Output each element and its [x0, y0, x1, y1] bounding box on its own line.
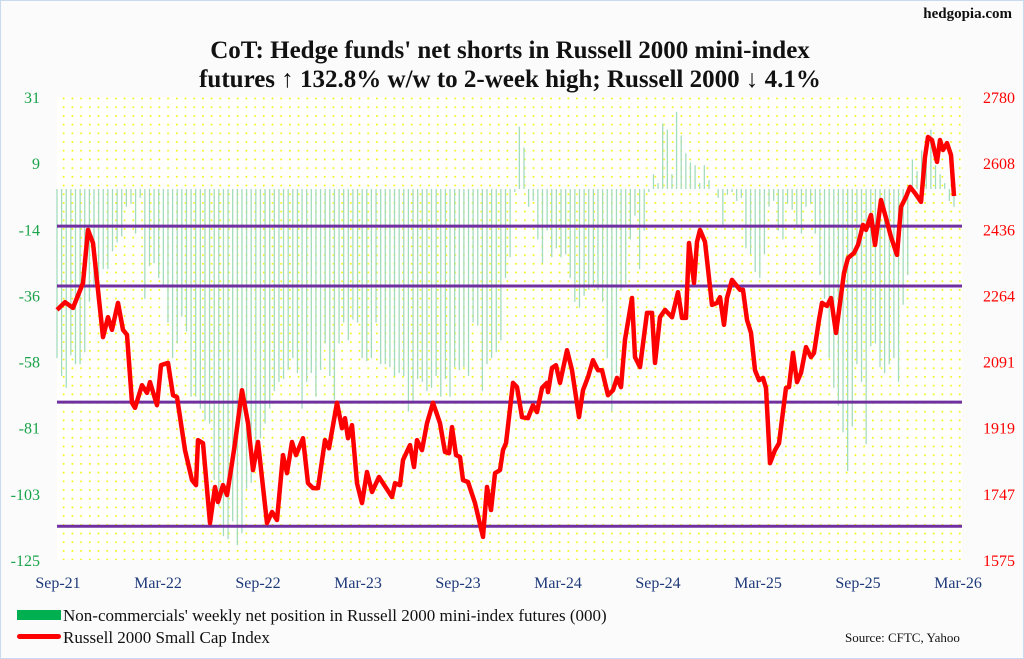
plot-dot-grid [57, 97, 962, 560]
x-axis: Sep-21 Mar-22 Sep-22 Mar-23 Sep-23 Mar-24 Sep-… [35, 575, 982, 592]
legend-label-net-position: Non-commercials' weekly net position in … [63, 606, 607, 625]
right-axis-tick: 1747 [983, 487, 1015, 504]
x-axis-tick: Mar-22 [134, 575, 182, 592]
x-axis-tick: Mar-23 [334, 575, 382, 592]
right-axis-tick: 2091 [983, 355, 1015, 372]
right-axis-tick: 2264 [983, 288, 1015, 305]
reference-lines [57, 224, 962, 528]
x-axis-tick: Sep-22 [235, 575, 280, 592]
russell-2000-line [55, 134, 957, 540]
x-axis-tick: Sep-24 [635, 575, 680, 592]
left-axis-tick: 9 [32, 156, 40, 173]
x-axis-tick: Mar-24 [534, 575, 582, 592]
right-axis-tick: 1919 [983, 421, 1015, 438]
left-axis-tick: -14 [19, 222, 40, 239]
right-axis: 2780 2608 2436 2264 2091 1919 1747 1575 [983, 90, 1015, 570]
left-axis: 31 9 -14 -36 -58 -81 -103 -125 [11, 90, 40, 570]
left-axis-tick: -36 [19, 288, 40, 305]
left-axis-tick: 31 [24, 90, 40, 107]
x-axis-tick: Sep-23 [435, 575, 480, 592]
brand-watermark: hedgopia.com [923, 6, 1012, 22]
legend-label-russell: Russell 2000 Small Cap Index [63, 628, 270, 647]
left-axis-tick: -125 [11, 553, 40, 570]
net-position-bars [56, 111, 955, 546]
right-axis-tick: 2780 [983, 90, 1015, 107]
left-axis-tick: -103 [11, 487, 40, 504]
left-axis-tick: -58 [19, 355, 40, 372]
x-axis-tick: Mar-25 [734, 575, 782, 592]
right-axis-tick: 2436 [983, 222, 1015, 239]
right-axis-tick: 1575 [983, 553, 1015, 570]
legend-swatch-net-position [17, 610, 61, 620]
x-axis-tick: Sep-21 [35, 575, 80, 592]
left-axis-tick: -81 [19, 421, 40, 438]
x-axis-tick: Mar-26 [934, 575, 982, 592]
chart-title-line2: futures ↑ 132.8% w/w to 2-week high; Rus… [199, 66, 821, 93]
chart-title-line1: CoT: Hedge funds' net shorts in Russell … [210, 37, 810, 64]
x-axis-tick: Sep-25 [835, 575, 880, 592]
source-note: Source: CFTC, Yahoo [845, 630, 960, 645]
legend-swatch-russell [17, 634, 61, 639]
right-axis-tick: 2608 [983, 156, 1015, 173]
